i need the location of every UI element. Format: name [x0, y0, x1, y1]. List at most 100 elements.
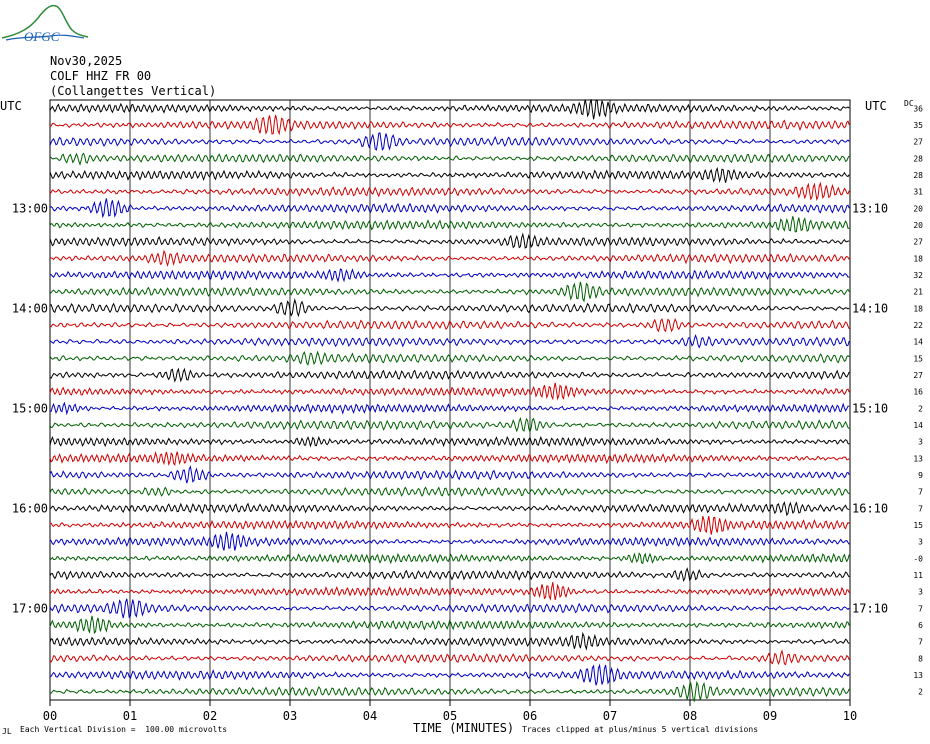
- header-station: COLF HHZ FR 00: [50, 69, 152, 83]
- x-tick-label-05: 05: [443, 709, 457, 723]
- trace-row-2: [49, 132, 850, 151]
- dc-offset-label-27: -0: [913, 554, 923, 563]
- logo-mountain-curve: [1, 4, 89, 39]
- dc-offset-label-0: 36: [913, 104, 923, 113]
- dc-offset-label-13: 22: [913, 321, 923, 330]
- trace-row-20: [49, 435, 850, 448]
- dc-offset-label-30: 7: [918, 604, 923, 613]
- left-hour-label-2: 15:00: [12, 401, 48, 415]
- dc-offset-label-24: 7: [918, 504, 923, 513]
- trace-row-11: [49, 281, 850, 303]
- clipping-note: Traces clipped at plus/minus 5 vertical …: [522, 725, 759, 734]
- trace-row-22: [49, 464, 850, 484]
- trace-row-23: [49, 486, 850, 497]
- dc-offset-label-29: 3: [918, 588, 923, 597]
- trace-row-16: [49, 367, 850, 383]
- x-tick-label-10: 10: [843, 709, 857, 723]
- dc-offset-label-3: 28: [913, 154, 923, 163]
- trace-row-19: [49, 416, 850, 434]
- trace-row-31: [49, 615, 850, 635]
- left-hour-label-0: 13:00: [12, 201, 48, 215]
- trace-row-1: [49, 114, 850, 136]
- dc-offset-label-21: 13: [913, 454, 923, 463]
- dc-offset-label-25: 15: [913, 521, 923, 530]
- trace-row-6: [49, 198, 850, 219]
- dc-offset-label-9: 18: [913, 254, 923, 263]
- x-tick-label-04: 04: [363, 709, 377, 723]
- right-hour-label-2: 15:10: [852, 401, 888, 415]
- trace-row-32: [49, 631, 850, 651]
- trace-row-7: [49, 216, 850, 233]
- dc-offset-label-32: 7: [918, 638, 923, 647]
- dc-offset-label-19: 14: [913, 421, 923, 430]
- x-tick-label-03: 03: [283, 709, 297, 723]
- vertical-division-note: Each Vertical Division = 100.00 microvol…: [20, 725, 228, 734]
- trace-row-14: [49, 333, 850, 349]
- trace-row-12: [49, 297, 850, 318]
- trace-row-18: [50, 401, 850, 416]
- x-tick-label-02: 02: [203, 709, 217, 723]
- trace-row-9: [49, 249, 850, 267]
- dc-offset-label-14: 14: [913, 338, 923, 347]
- trace-row-24: [49, 501, 850, 517]
- dc-offset-label-16: 27: [913, 371, 923, 380]
- logo-text: OFGC: [24, 29, 60, 44]
- dc-offset-label-4: 28: [913, 171, 923, 180]
- corner-mark: JL: [2, 727, 12, 736]
- dc-offset-label-34: 13: [913, 671, 923, 680]
- dc-offset-label-31: 6: [918, 621, 923, 630]
- dc-offset-label-15: 15: [913, 354, 923, 363]
- x-tick-label-01: 01: [123, 709, 137, 723]
- dc-offset-label-33: 8: [918, 654, 923, 663]
- trace-row-30: [49, 598, 850, 619]
- dc-offset-label-12: 18: [913, 304, 923, 313]
- right-axis-label: UTC: [865, 99, 887, 113]
- trace-row-17: [49, 382, 850, 401]
- trace-row-26: [49, 531, 850, 551]
- x-tick-label-09: 09: [763, 709, 777, 723]
- dc-offset-label-1: 35: [913, 121, 923, 130]
- trace-row-10: [49, 268, 850, 283]
- trace-row-29: [49, 582, 850, 602]
- trace-row-21: [49, 450, 850, 467]
- logo-underline-curve: [5, 34, 85, 41]
- dc-offset-label-22: 9: [918, 471, 923, 480]
- right-hour-label-3: 16:10: [852, 501, 888, 515]
- trace-row-3: [49, 152, 850, 167]
- dc-offset-label-20: 3: [918, 438, 923, 447]
- trace-row-5: [49, 181, 850, 202]
- right-hour-label-0: 13:10: [852, 201, 888, 215]
- trace-row-34: [49, 663, 850, 686]
- ofgc-logo: OFGC: [1, 4, 89, 44]
- dc-offset-label-7: 20: [913, 221, 923, 230]
- trace-row-0: [49, 99, 850, 120]
- dc-offset-label-35: 2: [918, 688, 923, 697]
- x-tick-label-06: 06: [523, 709, 537, 723]
- left-axis-label: UTC: [0, 99, 22, 113]
- left-hour-label-4: 17:00: [12, 601, 48, 615]
- dc-offset-label-23: 7: [918, 488, 923, 497]
- x-tick-label-08: 08: [683, 709, 697, 723]
- trace-row-13: [49, 317, 850, 333]
- left-hour-label-1: 14:00: [12, 301, 48, 315]
- dc-offset-label-8: 27: [913, 238, 923, 247]
- right-hour-label-4: 17:10: [852, 601, 888, 615]
- trace-row-28: [49, 567, 850, 583]
- dc-offset-label-2: 27: [913, 138, 923, 147]
- trace-row-25: [50, 515, 850, 535]
- x-tick-label-00: 00: [43, 709, 57, 723]
- dc-offset-label-6: 20: [913, 204, 923, 213]
- dc-offset-label-18: 2: [918, 404, 923, 413]
- trace-row-35: [50, 680, 850, 702]
- header-location: (Collangettes Vertical): [50, 84, 217, 98]
- dc-label: DC: [904, 99, 914, 108]
- dc-offset-label-28: 11: [913, 571, 923, 580]
- dc-offset-label-26: 3: [918, 538, 923, 547]
- trace-row-33: [49, 649, 850, 666]
- x-axis-title: TIME (MINUTES): [413, 721, 515, 735]
- x-tick-label-07: 07: [603, 709, 617, 723]
- trace-row-8: [49, 232, 850, 249]
- trace-row-15: [49, 350, 850, 366]
- right-hour-label-1: 14:10: [852, 301, 888, 315]
